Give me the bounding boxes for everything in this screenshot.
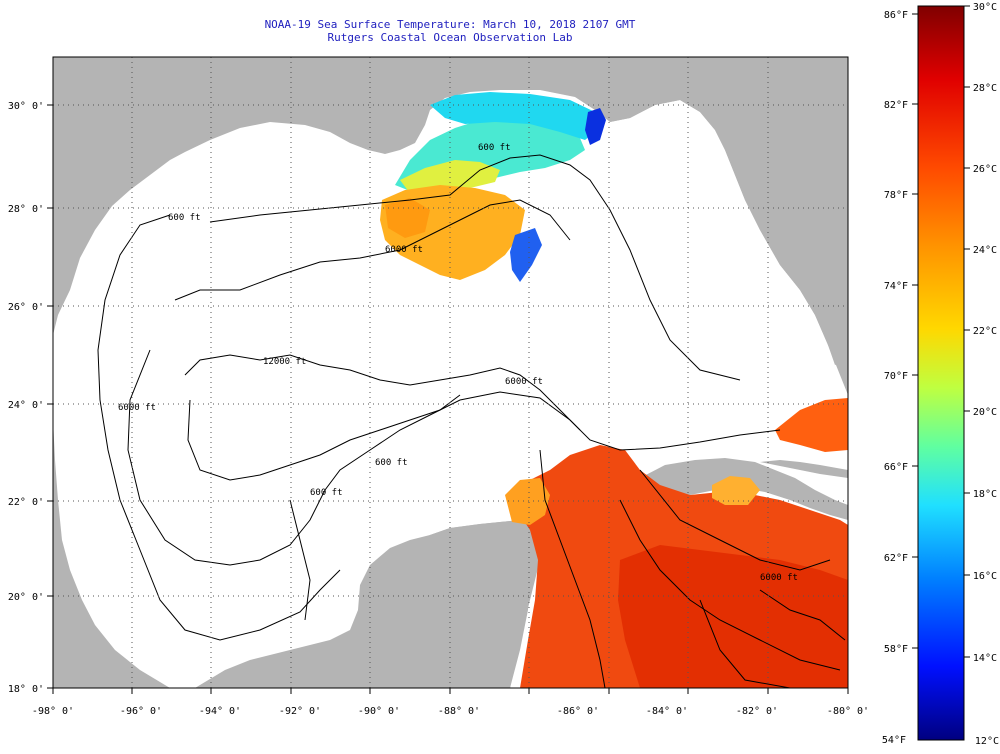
colorbar-c-label: 14°C bbox=[973, 653, 997, 664]
sst-west-orange bbox=[505, 478, 550, 525]
colorbar-c-label: 18°C bbox=[973, 489, 997, 500]
sst-north-cyan bbox=[430, 92, 600, 140]
lat-label: 24° 0' bbox=[8, 400, 44, 411]
sst-cuba-orange bbox=[712, 476, 760, 505]
colorbar-c-label: 24°C bbox=[973, 245, 997, 256]
contour-label: 600 ft bbox=[478, 143, 511, 153]
lon-label: -84° 0' bbox=[646, 706, 688, 717]
lon-label: -82° 0' bbox=[736, 706, 778, 717]
contour-label: 600 ft bbox=[375, 458, 408, 468]
contour-label: 6000 ft bbox=[760, 573, 798, 583]
lat-label: 22° 0' bbox=[8, 497, 44, 508]
contour-label: 12000 ft bbox=[263, 357, 306, 367]
colorbar-f-label: 86°F bbox=[884, 10, 908, 21]
map-title: NOAA-19 Sea Surface Temperature: March 1… bbox=[264, 18, 636, 31]
map-subtitle: Rutgers Coastal Ocean Observation Lab bbox=[327, 31, 573, 44]
contour-label: 600 ft bbox=[310, 488, 343, 498]
colorbar bbox=[917, 5, 965, 741]
lon-label: -90° 0' bbox=[358, 706, 400, 717]
yucatan-landmass bbox=[370, 520, 540, 688]
colorbar-c-label: 22°C bbox=[973, 326, 997, 337]
lon-label: -86° 0' bbox=[557, 706, 599, 717]
sst-keys-warm bbox=[775, 398, 848, 452]
colorbar-f-label: 58°F bbox=[884, 644, 908, 655]
colorbar-f-label: 82°F bbox=[884, 100, 908, 111]
colorbar-ticks bbox=[912, 5, 970, 658]
colorbar-c-label: 12°C bbox=[975, 736, 999, 747]
colorbar-f-label: 74°F bbox=[884, 281, 908, 292]
lat-label: 26° 0' bbox=[8, 302, 44, 313]
sst-blue-plume bbox=[585, 108, 606, 145]
lon-label: -98° 0' bbox=[32, 706, 74, 717]
lon-label: -88° 0' bbox=[438, 706, 480, 717]
contour-label: 6000 ft bbox=[118, 403, 156, 413]
colorbar-f-label: 54°F bbox=[882, 735, 906, 746]
colorbar-c-label: 26°C bbox=[973, 164, 997, 175]
colorbar-c-label: 16°C bbox=[973, 571, 997, 582]
sst-south-red bbox=[618, 545, 848, 688]
colorbar-f-label: 70°F bbox=[884, 371, 908, 382]
bathymetry-contours bbox=[97, 154, 846, 688]
contour-label: 600 ft bbox=[168, 213, 201, 223]
colorbar-f-label: 62°F bbox=[884, 553, 908, 564]
florida-landmass bbox=[610, 57, 848, 365]
lon-label: -94° 0' bbox=[199, 706, 241, 717]
colorbar-c-label: 28°C bbox=[973, 83, 997, 94]
sst-blue-patch bbox=[510, 228, 542, 282]
colorbar-f-label: 66°F bbox=[884, 462, 908, 473]
lat-label: 28° 0' bbox=[8, 204, 44, 215]
contour-label: 6000 ft bbox=[385, 245, 423, 255]
colorbar-c-label: 20°C bbox=[973, 407, 997, 418]
gulf-water bbox=[53, 90, 848, 688]
lon-label: -96° 0' bbox=[120, 706, 162, 717]
contour-label: 6000 ft bbox=[505, 377, 543, 387]
graticule bbox=[53, 57, 848, 688]
colorbar-c-label: 30°C bbox=[973, 2, 997, 13]
lat-label: 20° 0' bbox=[8, 592, 44, 603]
colorbar-f-label: 78°F bbox=[884, 190, 908, 201]
lat-label: 30° 0' bbox=[8, 101, 44, 112]
axis-ticks bbox=[47, 104, 849, 694]
lat-label: 18° 0' bbox=[8, 684, 44, 695]
cuba-landmass bbox=[640, 458, 848, 520]
lon-label: -92° 0' bbox=[279, 706, 321, 717]
lon-label: -80° 0' bbox=[827, 706, 869, 717]
